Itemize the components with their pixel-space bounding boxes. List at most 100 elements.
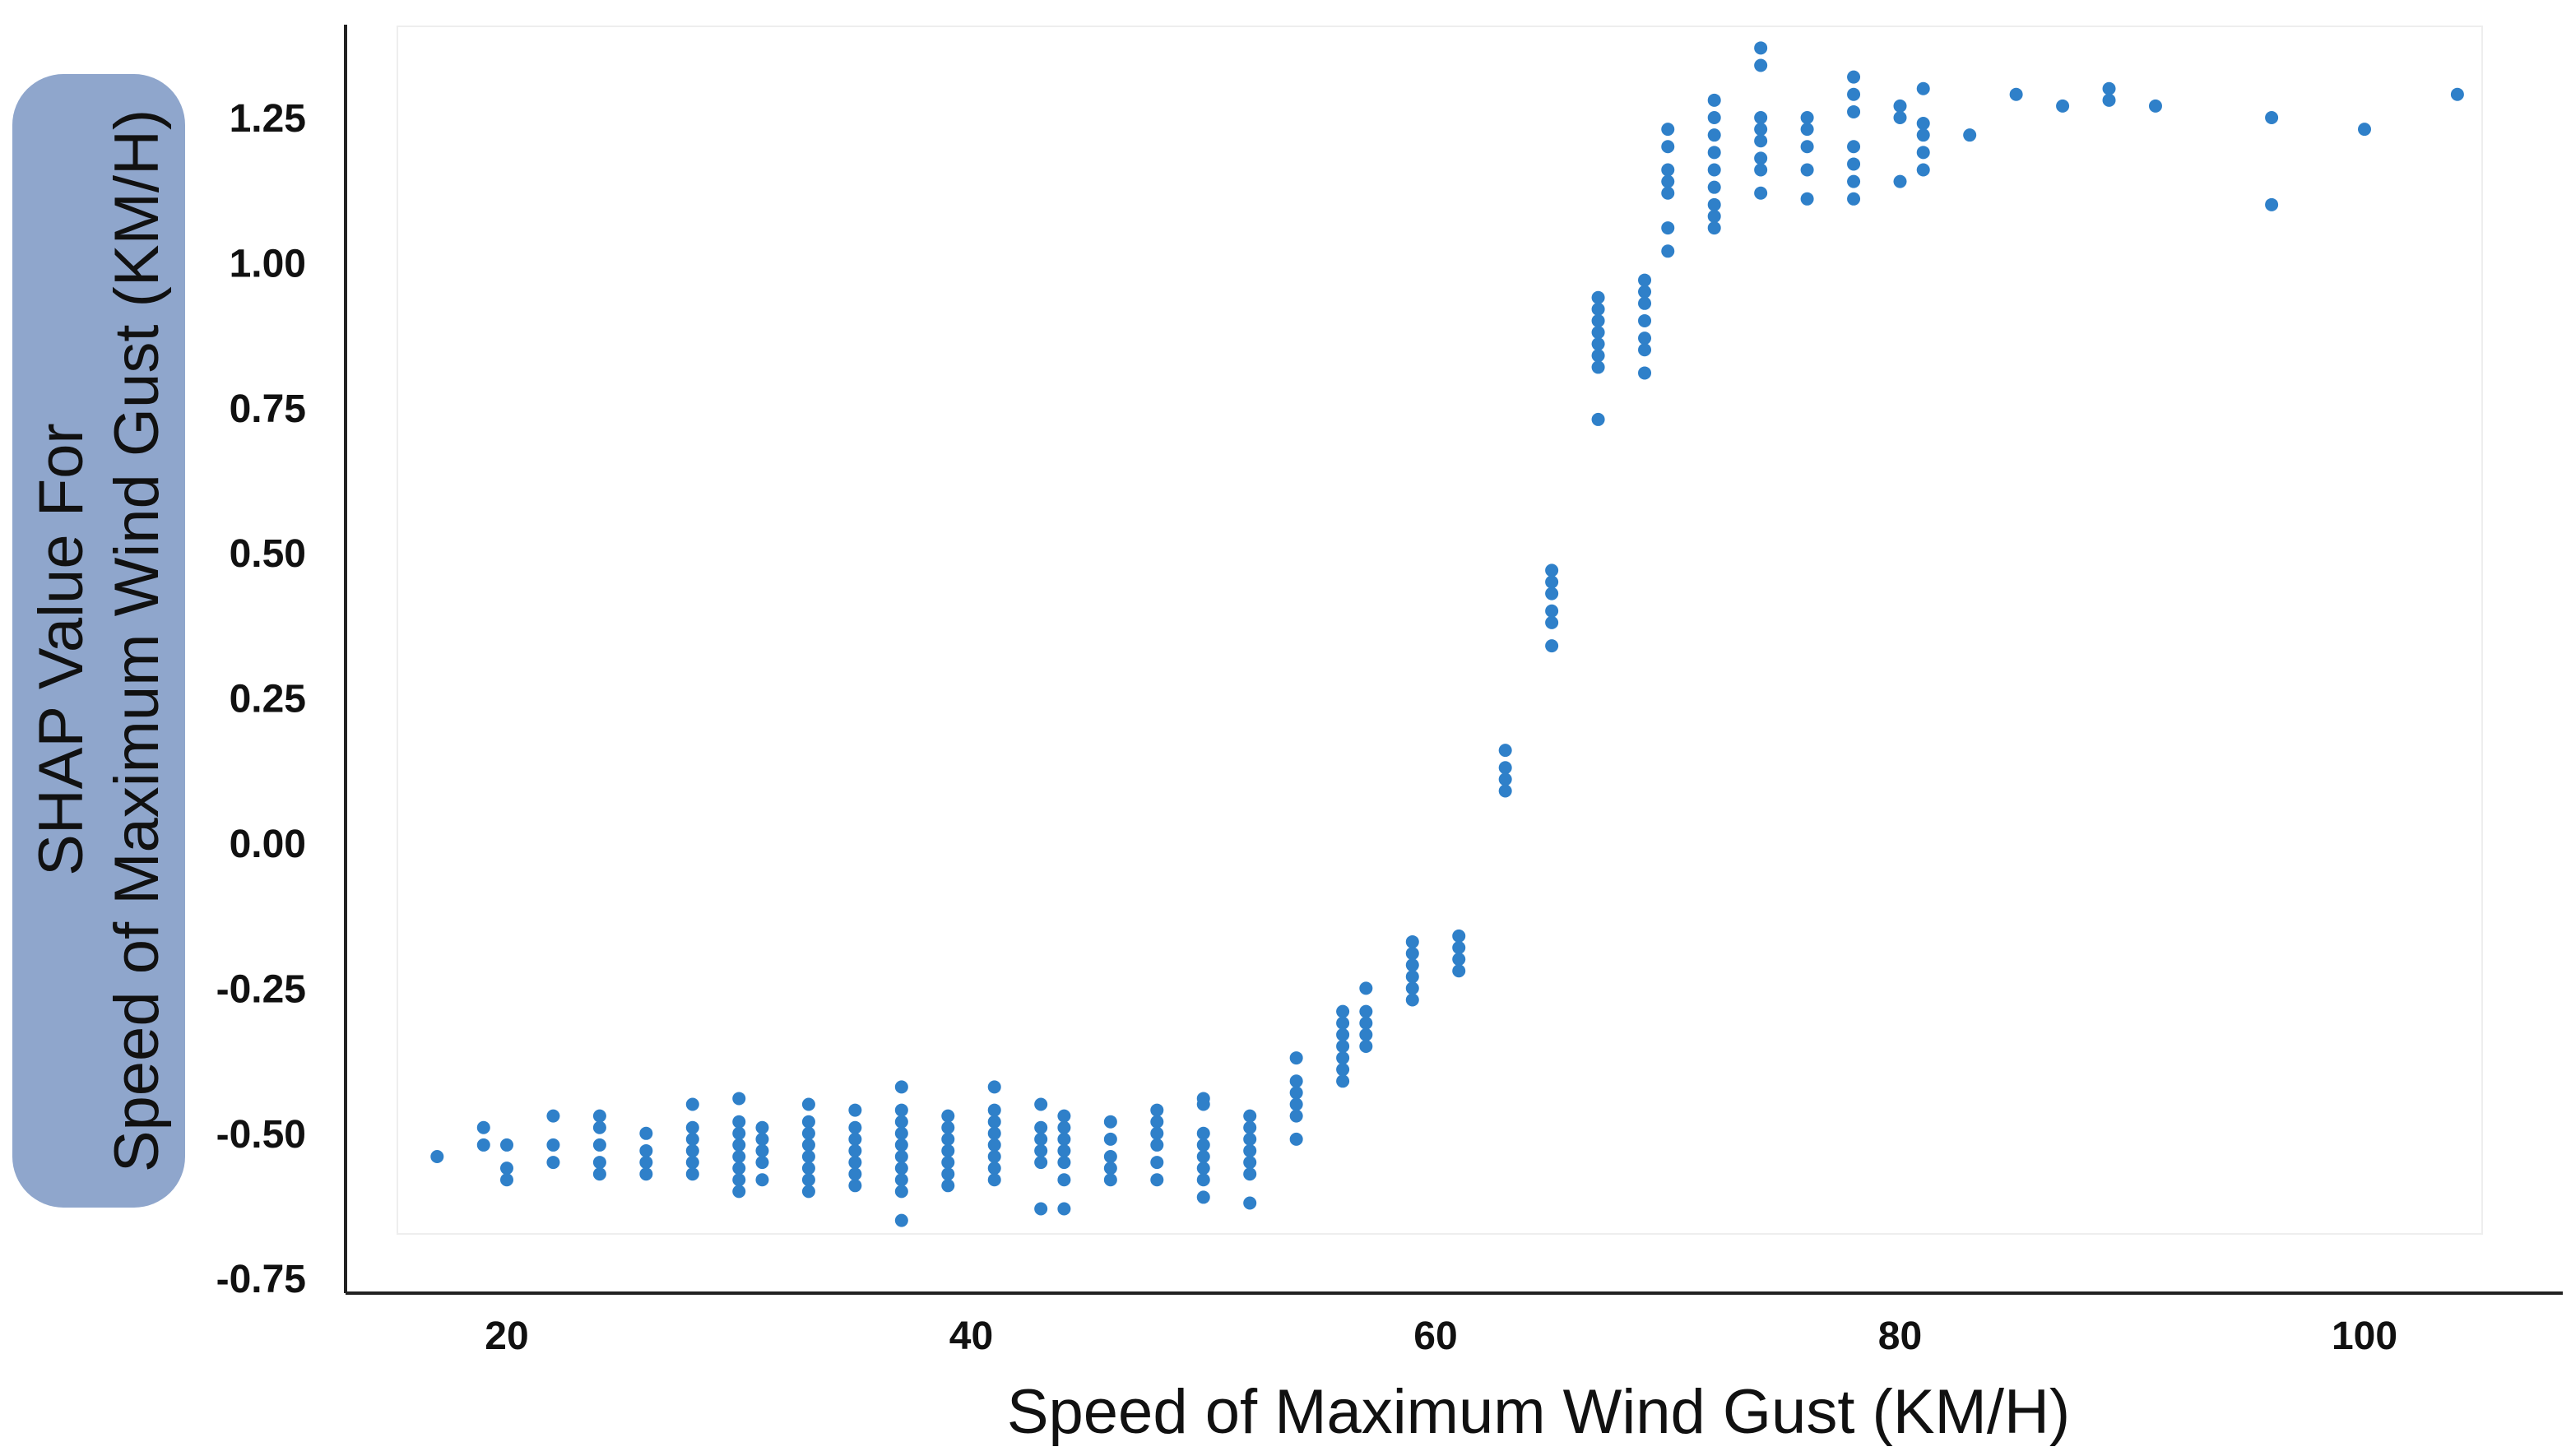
data-point [2148, 99, 2162, 113]
data-point [1754, 58, 1768, 72]
data-point [1196, 1126, 1210, 1140]
data-point [1452, 929, 1466, 943]
data-point [1661, 186, 1675, 200]
y-tick-label: 0.25 [230, 678, 306, 721]
data-point [848, 1103, 862, 1117]
data-point [1057, 1109, 1071, 1123]
data-point [2358, 123, 2371, 137]
data-point [1545, 639, 1559, 653]
plot-area-frame [397, 26, 2483, 1235]
data-point [1591, 313, 1605, 327]
data-point [1916, 117, 1930, 131]
data-point [987, 1173, 1001, 1187]
data-point [1405, 947, 1419, 961]
data-point [1336, 1063, 1350, 1077]
data-point [1591, 302, 1605, 316]
data-point [639, 1167, 653, 1181]
data-point [1916, 81, 1930, 95]
data-point [801, 1138, 815, 1152]
data-point [755, 1120, 769, 1134]
data-point [1243, 1156, 1257, 1170]
data-point [685, 1097, 699, 1111]
data-point [546, 1138, 560, 1152]
x-tick-label: 40 [949, 1315, 993, 1358]
data-point [1800, 163, 1814, 177]
y-tick-label: 1.00 [230, 242, 306, 285]
data-point [1591, 412, 1605, 426]
data-point [1289, 1097, 1303, 1111]
data-point [685, 1167, 699, 1181]
data-point [987, 1162, 1001, 1175]
data-point [592, 1167, 606, 1181]
y-tick-label: 0.50 [230, 532, 306, 576]
data-point [1661, 221, 1675, 235]
data-point [1057, 1173, 1071, 1187]
data-point [1034, 1202, 1048, 1216]
data-point [1591, 290, 1605, 304]
data-point [801, 1150, 815, 1164]
data-point [1638, 366, 1652, 380]
data-point [1847, 174, 1861, 188]
data-point [592, 1120, 606, 1134]
data-point [894, 1103, 908, 1117]
y-tick-label: 1.25 [230, 97, 306, 141]
data-point [732, 1126, 746, 1140]
data-point [1405, 970, 1419, 984]
data-point [1638, 273, 1652, 287]
data-point [1707, 146, 1721, 160]
data-point [2450, 87, 2464, 101]
y-tick-labels: -0.75 -0.50 -0.25 0.00 0.25 0.50 0.75 1.00 1.25 [216, 97, 306, 1301]
data-point [1196, 1150, 1210, 1164]
data-point [1405, 993, 1419, 1007]
data-point [1150, 1115, 1164, 1129]
data-point [1545, 615, 1559, 629]
data-point [1150, 1126, 1164, 1140]
x-tick-labels: 20 40 60 80 100 [485, 1315, 2397, 1358]
data-point [848, 1143, 862, 1157]
data-point [941, 1109, 955, 1123]
data-point [1150, 1173, 1164, 1187]
data-point [1034, 1143, 1048, 1157]
data-point [755, 1173, 769, 1187]
data-point [1800, 111, 1814, 124]
data-point [1545, 575, 1559, 589]
data-point [592, 1138, 606, 1152]
data-point [941, 1143, 955, 1157]
data-point [1289, 1051, 1303, 1065]
data-point [848, 1156, 862, 1170]
data-point [685, 1143, 699, 1157]
data-point [1452, 953, 1466, 967]
data-point [941, 1156, 955, 1170]
data-point [1638, 285, 1652, 299]
data-point [1800, 140, 1814, 154]
data-point [1057, 1120, 1071, 1134]
data-point [894, 1115, 908, 1129]
data-point [1243, 1120, 1257, 1134]
data-point [755, 1132, 769, 1146]
data-point [2056, 99, 2070, 113]
data-point [1034, 1156, 1048, 1170]
data-point [1150, 1138, 1164, 1152]
data-point [1661, 244, 1675, 258]
data-point [1243, 1196, 1257, 1210]
data-point [1847, 104, 1861, 118]
data-point [801, 1115, 815, 1129]
data-point [1707, 180, 1721, 194]
data-point [1243, 1132, 1257, 1146]
data-point [1196, 1190, 1210, 1204]
data-point [732, 1173, 746, 1187]
data-point [941, 1132, 955, 1146]
data-point [1196, 1097, 1210, 1111]
data-point [1336, 1039, 1350, 1053]
data-point [1243, 1143, 1257, 1157]
x-tick-label: 100 [2332, 1315, 2397, 1358]
data-point [1103, 1173, 1117, 1187]
data-point [1707, 197, 1721, 211]
data-point [1800, 192, 1814, 206]
data-point [685, 1132, 699, 1146]
data-point [1196, 1173, 1210, 1187]
data-point [1103, 1150, 1117, 1164]
data-point [894, 1213, 908, 1227]
data-point [500, 1162, 513, 1175]
data-point [1916, 163, 1930, 177]
